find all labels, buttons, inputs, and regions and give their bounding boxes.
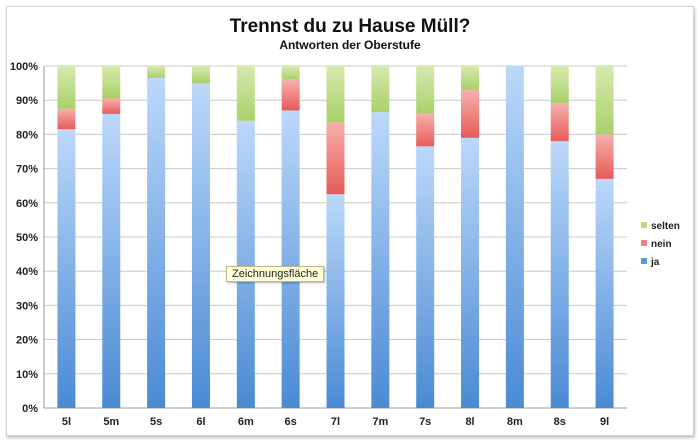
bar-nein-5l[interactable] [57, 108, 76, 130]
bars [57, 66, 614, 409]
bar-ja-9l[interactable] [595, 178, 614, 408]
x-tick-label: 6m [238, 416, 254, 428]
y-tick-label: 30% [16, 300, 38, 312]
x-tick-label: 9l [600, 416, 609, 428]
bar-nein-6s[interactable] [281, 79, 300, 111]
y-tick-label: 20% [16, 335, 38, 347]
bar-selten-8s[interactable] [550, 66, 569, 104]
bar-selten-7l[interactable] [326, 66, 345, 123]
bar-selten-6l[interactable] [191, 66, 210, 84]
bar-selten-6s[interactable] [281, 66, 300, 80]
x-tick-label: 5m [103, 416, 119, 428]
x-tick-label: 6s [285, 416, 297, 428]
y-tick-label: 50% [16, 232, 38, 244]
x-tick-label: 7l [331, 416, 340, 428]
bar-ja-7l[interactable] [326, 194, 345, 408]
x-tick-label: 7s [419, 416, 431, 428]
x-tick-label: 7m [372, 416, 388, 428]
x-tick-label: 8m [507, 416, 523, 428]
x-tick-label: 5s [150, 416, 162, 428]
y-tick-label: 100% [10, 61, 38, 73]
legend-label-nein: nein [651, 239, 672, 250]
x-axis: 5l 5m 5s 6l 6m 6s 7l 7m 7s 8l 8m 8s 9l [62, 416, 609, 428]
y-tick-label: 60% [16, 198, 38, 210]
bar-nein-8l[interactable] [461, 89, 480, 138]
chart-title: Trennst du zu Hause Müll? [229, 16, 471, 37]
bar-selten-7s[interactable] [416, 66, 435, 114]
bar-selten-5m[interactable] [102, 66, 121, 99]
bar-selten-7m[interactable] [371, 66, 390, 113]
bar-nein-8s[interactable] [550, 103, 569, 142]
legend-swatch-ja [641, 258, 647, 264]
legend-swatch-selten [641, 222, 647, 228]
bar-selten-5s[interactable] [147, 66, 166, 78]
legend-swatch-nein [641, 240, 647, 246]
bar-selten-5l[interactable] [57, 66, 76, 109]
bar-ja-8l[interactable] [461, 137, 480, 408]
bar-ja-5s[interactable] [147, 77, 166, 408]
legend-label-selten: selten [651, 221, 680, 232]
y-tick-label: 90% [16, 95, 38, 107]
y-tick-label: 10% [16, 369, 38, 381]
x-tick-label: 6l [196, 416, 205, 428]
bar-selten-9l[interactable] [595, 66, 614, 135]
bar-ja-7s[interactable] [416, 146, 435, 408]
bar-ja-8s[interactable] [550, 141, 569, 409]
x-tick-label: 8s [554, 416, 566, 428]
legend: selten nein ja [641, 221, 680, 268]
chart-frame [6, 6, 694, 436]
bar-ja-6s[interactable] [281, 110, 300, 409]
x-tick-label: 5l [62, 416, 71, 428]
bar-nein-5m[interactable] [102, 98, 121, 114]
y-axis: 0% 10% 20% 30% 40% 50% 60% 70% 80% 90% 100% [10, 61, 38, 415]
bar-selten-8l[interactable] [461, 66, 480, 90]
legend-label-ja: ja [650, 257, 660, 268]
bar-nein-9l[interactable] [595, 134, 614, 179]
y-tick-label: 80% [16, 129, 38, 141]
x-tick-label: 8l [465, 416, 474, 428]
bar-nein-7l[interactable] [326, 122, 345, 195]
bar-ja-5m[interactable] [102, 113, 121, 408]
bar-ja-5l[interactable] [57, 129, 76, 408]
bar-ja-6m[interactable] [236, 120, 255, 408]
bar-ja-7m[interactable] [371, 112, 390, 409]
chart-subtitle: Antworten der Oberstufe [279, 38, 421, 52]
y-tick-label: 40% [16, 266, 38, 278]
bar-ja-8m[interactable] [505, 66, 524, 408]
tooltip: Zeichnungsfläche [226, 266, 325, 282]
bar-selten-6m[interactable] [236, 66, 255, 121]
y-tick-label: 70% [16, 164, 38, 176]
bar-ja-6l[interactable] [191, 83, 210, 408]
bar-nein-7s[interactable] [416, 113, 435, 147]
y-tick-label: 0% [22, 403, 38, 415]
